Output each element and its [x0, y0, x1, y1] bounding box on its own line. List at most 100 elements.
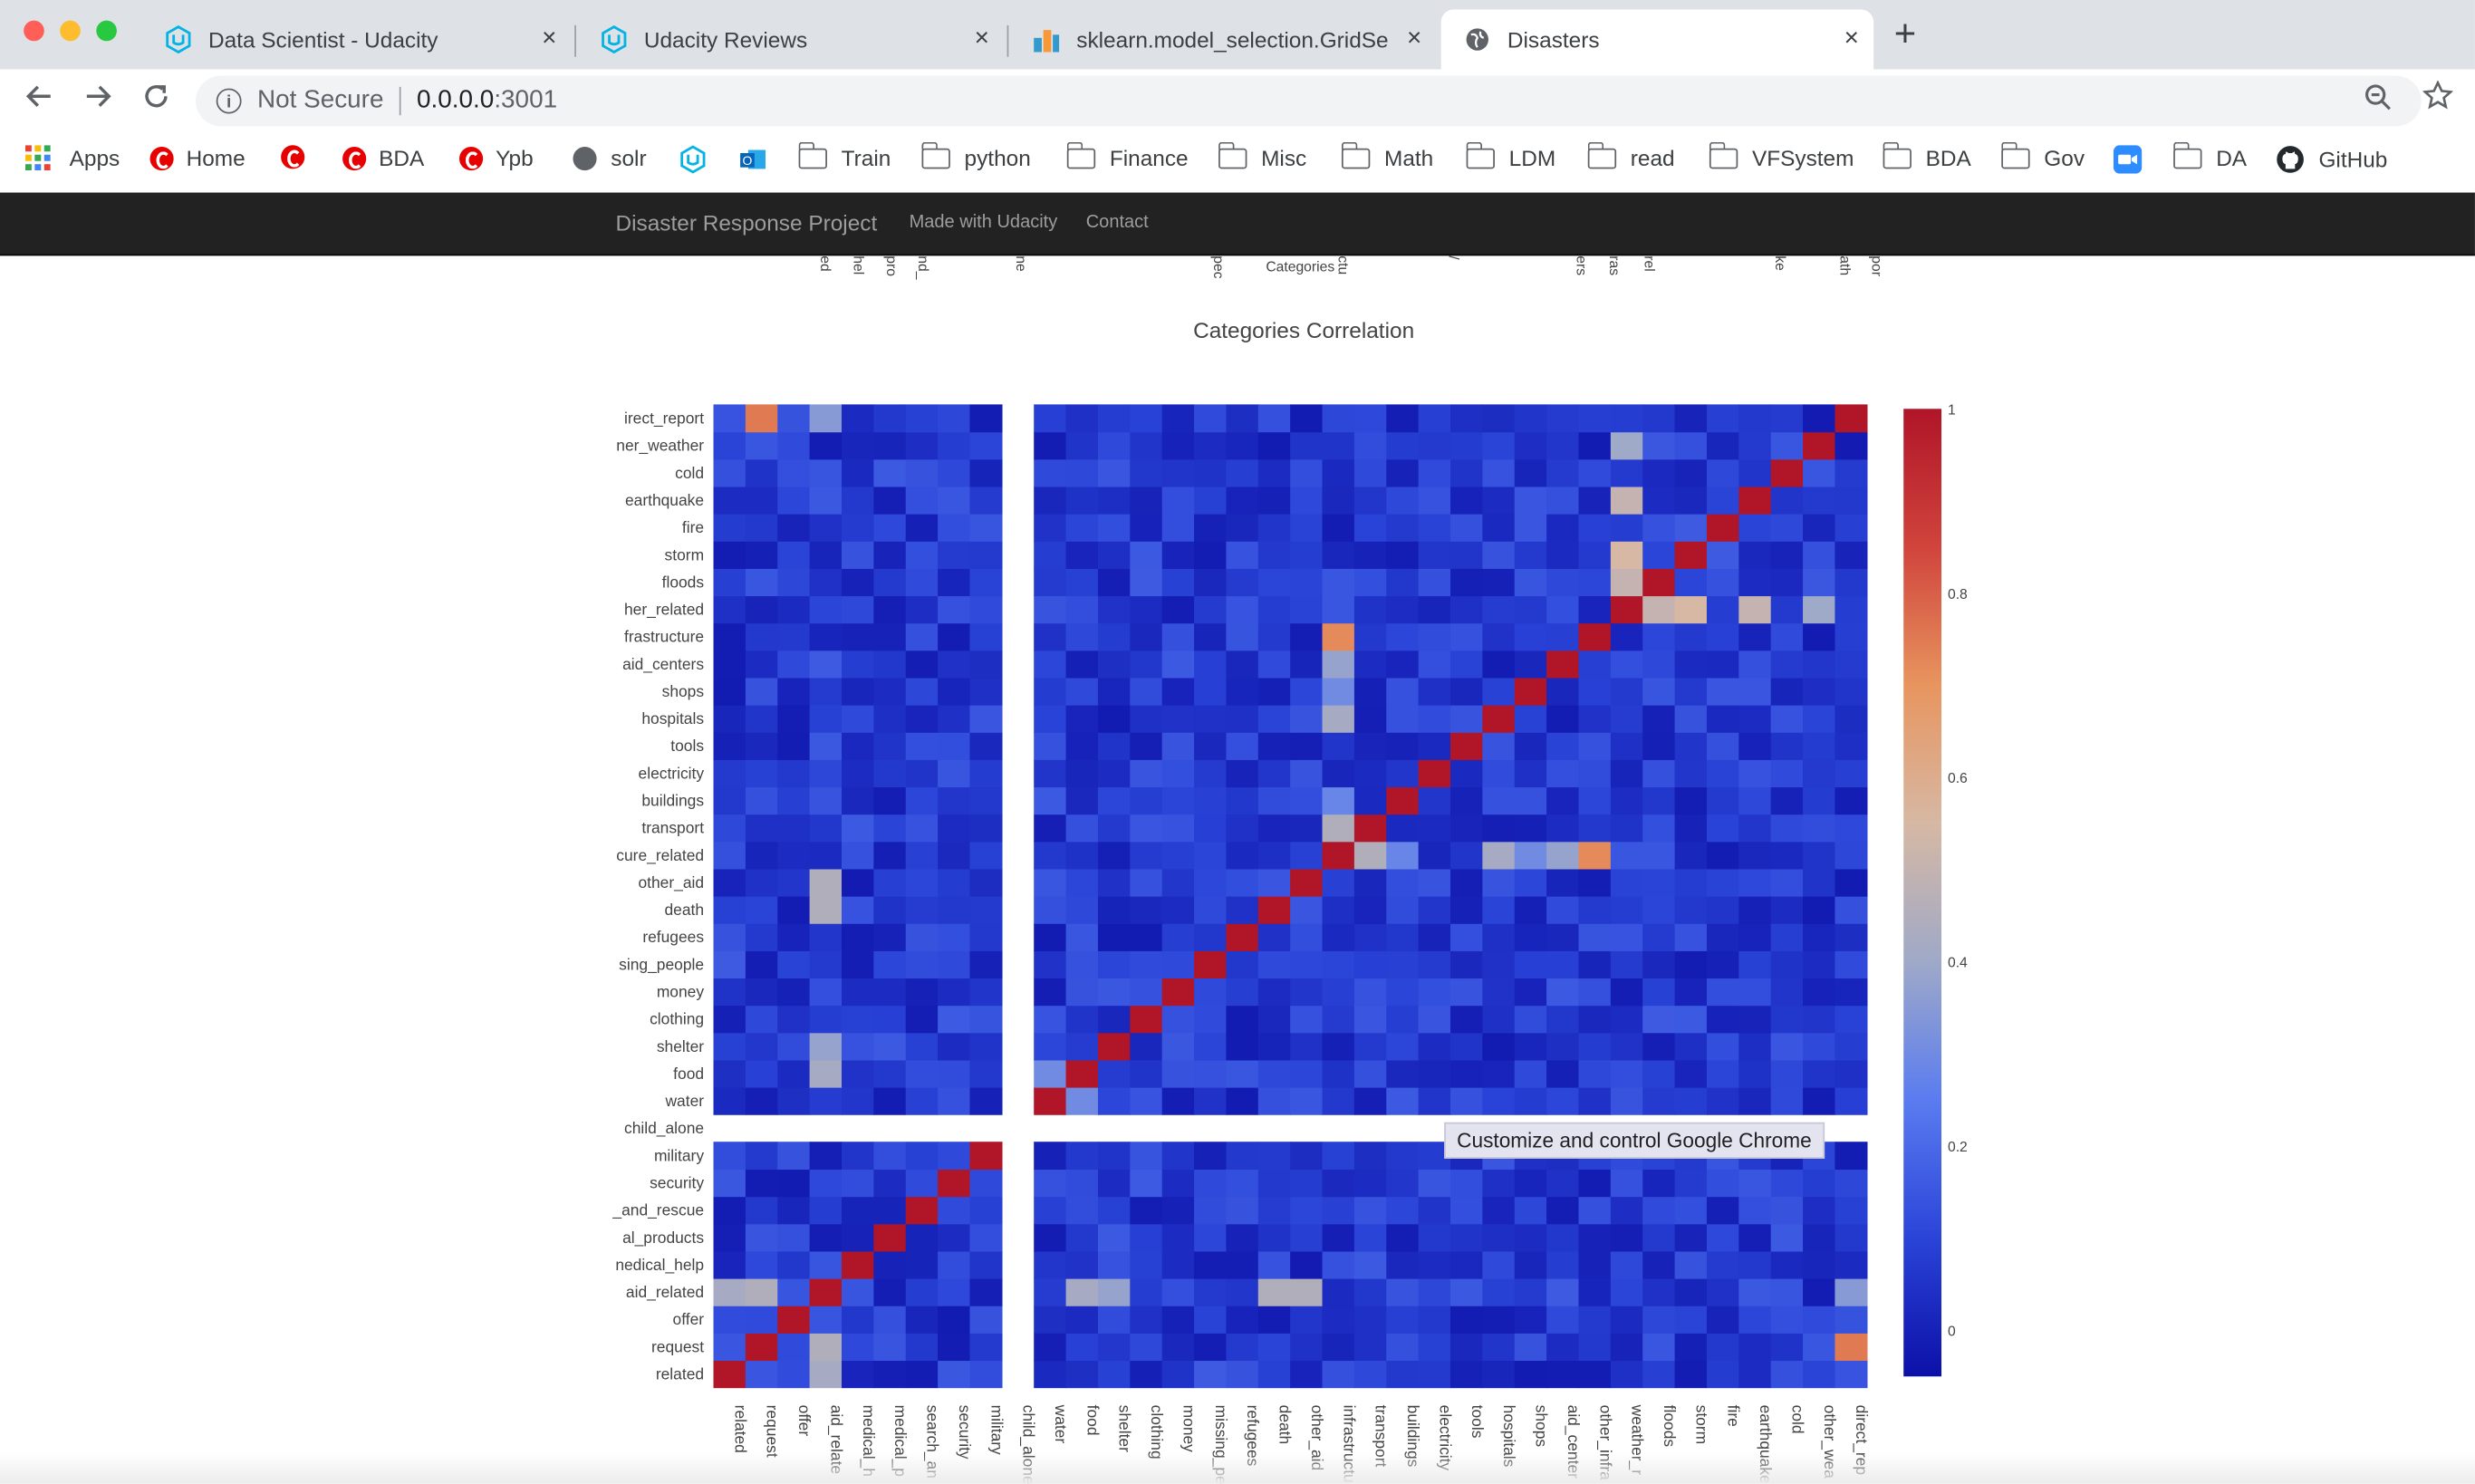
heatmap-cell[interactable] [1130, 458, 1163, 487]
heatmap-cell[interactable] [841, 1306, 875, 1334]
heatmap-cell[interactable] [1353, 458, 1387, 487]
heatmap-cell[interactable] [1097, 1360, 1132, 1389]
heatmap-cell[interactable] [777, 895, 811, 924]
heatmap-cell[interactable] [1835, 1333, 1868, 1362]
heatmap-cell[interactable] [1226, 1360, 1259, 1389]
heatmap-cell[interactable] [1353, 704, 1387, 733]
heatmap-cell[interactable] [1546, 404, 1580, 433]
heatmap-cell[interactable] [1514, 1196, 1547, 1225]
heatmap-cell[interactable] [1226, 458, 1259, 487]
heatmap-cell[interactable] [1803, 978, 1836, 1007]
bookmark-solr[interactable]: solr [573, 145, 647, 170]
heatmap-cell[interactable] [1610, 404, 1643, 433]
heatmap-cell[interactable] [1449, 1032, 1484, 1061]
heatmap-cell[interactable] [1514, 513, 1547, 542]
heatmap-cell[interactable] [1034, 978, 1067, 1007]
heatmap-cell[interactable] [1449, 1169, 1484, 1198]
heatmap-cell[interactable] [1386, 541, 1420, 569]
heatmap-cell[interactable] [1418, 431, 1451, 460]
heatmap-cell[interactable] [1290, 595, 1324, 624]
heatmap-cell[interactable] [1161, 868, 1195, 897]
heatmap-cell[interactable] [969, 841, 1003, 870]
heatmap-cell[interactable] [1482, 1223, 1516, 1252]
heatmap-cell[interactable] [1803, 895, 1836, 924]
heatmap-cell[interactable] [969, 1142, 1003, 1171]
heatmap-cell[interactable] [745, 978, 778, 1007]
heatmap-cell[interactable] [1738, 895, 1772, 924]
heatmap-cell[interactable] [1386, 404, 1420, 433]
heatmap-cell[interactable] [745, 404, 778, 433]
heatmap-cell[interactable] [938, 814, 971, 843]
heatmap-cell[interactable] [1130, 650, 1163, 679]
heatmap-cell[interactable] [1610, 486, 1643, 515]
heatmap-cell[interactable] [1353, 1277, 1387, 1306]
heatmap-cell[interactable] [1097, 404, 1132, 433]
heatmap-cell[interactable] [1578, 431, 1612, 460]
heatmap-cell[interactable] [1642, 1196, 1676, 1225]
heatmap-cell[interactable] [1706, 568, 1740, 597]
heatmap-cell[interactable] [938, 732, 971, 760]
heatmap-cell[interactable] [1290, 1196, 1324, 1225]
heatmap-cell[interactable] [745, 595, 778, 624]
heatmap-cell[interactable] [1674, 622, 1708, 651]
heatmap-cell[interactable] [1706, 650, 1740, 679]
heatmap-cell[interactable] [1257, 513, 1291, 542]
heatmap-cell[interactable] [1034, 1250, 1067, 1279]
heatmap-cell[interactable] [1130, 622, 1163, 651]
heatmap-cell[interactable] [1578, 1059, 1612, 1088]
heatmap-cell[interactable] [1130, 759, 1163, 788]
heatmap-cell[interactable] [1065, 513, 1099, 542]
heatmap-cell[interactable] [841, 978, 875, 1007]
heatmap-cell[interactable] [1097, 1306, 1132, 1334]
heatmap-cell[interactable] [1770, 1223, 1804, 1252]
heatmap-cell[interactable] [1322, 1142, 1355, 1171]
heatmap-cell[interactable] [745, 1196, 778, 1225]
heatmap-cell[interactable] [1386, 1032, 1420, 1061]
heatmap-cell[interactable] [841, 1333, 875, 1362]
heatmap-cell[interactable] [1418, 1032, 1451, 1061]
heatmap-cell[interactable] [1130, 1306, 1163, 1334]
heatmap-cell[interactable] [1578, 595, 1612, 624]
heatmap-cell[interactable] [1642, 1005, 1676, 1034]
heatmap-cell[interactable] [1322, 814, 1355, 843]
heatmap-cell[interactable] [969, 1086, 1003, 1115]
heatmap-cell[interactable] [1482, 486, 1516, 515]
heatmap-cell[interactable] [1194, 541, 1228, 569]
heatmap-cell[interactable] [1482, 622, 1516, 651]
heatmap-cell[interactable] [745, 568, 778, 597]
heatmap-cell[interactable] [1226, 923, 1259, 951]
heatmap-cell[interactable] [1418, 1005, 1451, 1034]
heatmap-cell[interactable] [1290, 923, 1324, 951]
heatmap-cell[interactable] [1226, 786, 1259, 815]
heatmap-cell[interactable] [1290, 431, 1324, 460]
heatmap-cell[interactable] [1194, 1277, 1228, 1306]
heatmap-cell[interactable] [1353, 595, 1387, 624]
heatmap-cell[interactable] [809, 1250, 843, 1279]
heatmap-cell[interactable] [1194, 704, 1228, 733]
heatmap-cell[interactable] [905, 1169, 939, 1198]
heatmap-cell[interactable] [1161, 1333, 1195, 1362]
heatmap-cell[interactable] [1097, 868, 1132, 897]
heatmap-cell[interactable] [1803, 1059, 1836, 1088]
heatmap-cell[interactable] [1514, 786, 1547, 815]
heatmap-cell[interactable] [969, 595, 1003, 624]
heatmap-cell[interactable] [1290, 1277, 1324, 1306]
heatmap-cell[interactable] [1674, 513, 1708, 542]
heatmap-cell[interactable] [1674, 786, 1708, 815]
heatmap-cell[interactable] [1257, 1360, 1291, 1389]
heatmap-cell[interactable] [1290, 541, 1324, 569]
heatmap-cell[interactable] [1610, 1005, 1643, 1034]
heatmap-cell[interactable] [1706, 732, 1740, 760]
heatmap-cell[interactable] [938, 1223, 971, 1252]
heatmap-cell[interactable] [1770, 1169, 1804, 1198]
heatmap-cell[interactable] [1642, 404, 1676, 433]
heatmap-cell[interactable] [841, 923, 875, 951]
zoom-icon[interactable] [2364, 83, 2393, 120]
heatmap-cell[interactable] [1770, 1250, 1804, 1279]
heatmap-cell[interactable] [713, 732, 746, 760]
heatmap-cell[interactable] [1353, 895, 1387, 924]
heatmap-cell[interactable] [1257, 1306, 1291, 1334]
heatmap-cell[interactable] [841, 1250, 875, 1279]
heatmap-cell[interactable] [1097, 1196, 1132, 1225]
heatmap-cell[interactable] [777, 1250, 811, 1279]
